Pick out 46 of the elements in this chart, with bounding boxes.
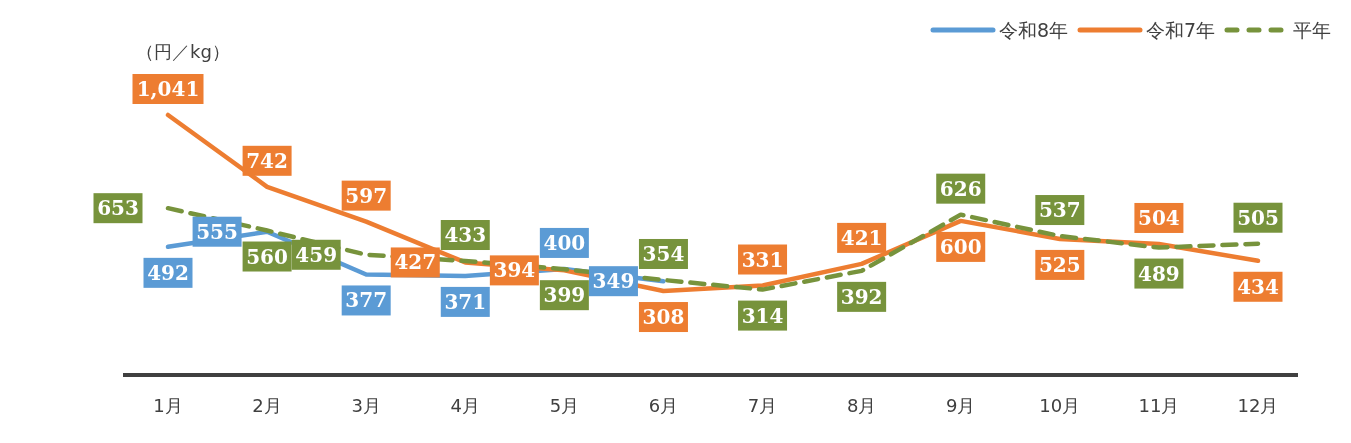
data-label: 394 [493,258,536,283]
data-label: 459 [295,242,338,267]
data-label: 433 [444,223,487,248]
data-label: 354 [642,241,685,266]
x-tick-label: 1月 [153,395,183,416]
legend-label: 令和8年 [999,19,1069,41]
data-label: 331 [741,247,784,272]
data-label: 492 [147,260,189,285]
x-tick-label: 12月 [1237,395,1279,416]
data-label: 427 [394,250,437,275]
data-label: 421 [840,225,883,250]
data-label: 600 [939,234,982,259]
data-label: 653 [97,196,139,221]
data-label: 555 [196,219,238,244]
data-label: 489 [1138,261,1180,286]
data-label: 1,041 [136,77,200,101]
data-label: 505 [1237,205,1279,230]
legend-label: 令和7年 [1146,19,1216,41]
x-tick-label: 11月 [1138,395,1180,416]
x-tick-label: 5月 [549,395,580,416]
data-label: 742 [246,148,288,173]
data-label: 626 [939,176,982,201]
data-label: 400 [543,230,586,255]
y-axis-title: （円／kg） [136,41,230,62]
data-label: 597 [345,183,388,208]
x-tick-label: 4月 [450,395,480,416]
data-label: 308 [642,305,685,330]
data-label: 560 [246,244,288,269]
x-tick-label: 8月 [846,395,877,416]
data-label: 537 [1038,198,1081,223]
data-label: 504 [1138,205,1180,230]
x-tick-label: 9月 [946,395,976,416]
data-label: 399 [543,283,586,308]
data-label: 314 [741,303,784,328]
data-label: 377 [345,288,388,313]
data-label: 371 [444,289,487,314]
data-label: 434 [1237,274,1279,299]
data-label: 392 [840,284,883,309]
data-label: 349 [592,269,635,294]
x-tick-label: 7月 [747,395,778,416]
x-tick-label: 2月 [252,395,282,416]
x-tick-label: 6月 [648,395,679,416]
x-tick-label: 3月 [351,395,381,416]
legend-label: 平年 [1293,19,1331,41]
data-label: 525 [1038,252,1081,277]
x-tick-label: 10月 [1039,395,1081,416]
